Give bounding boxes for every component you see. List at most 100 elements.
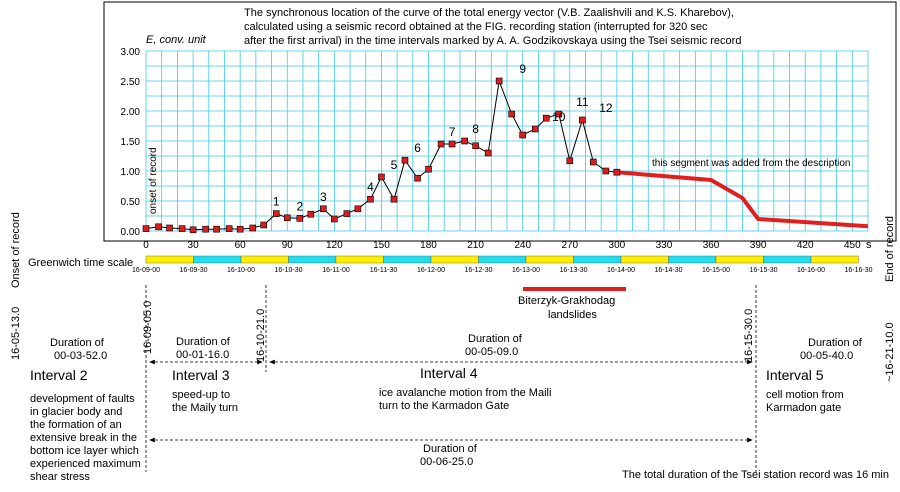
landslide-label-line-1: Biterzyk-Grakhodag <box>518 295 615 307</box>
peak-label: 2 <box>296 199 303 213</box>
x-tick-label: 150 <box>373 240 390 251</box>
peak-label: 11 <box>576 95 589 109</box>
data-point-marker <box>343 210 351 217</box>
chart-border <box>103 1 897 242</box>
onset-of-record-vertical-label: onset of record <box>148 147 159 214</box>
interval-description-line: speed-up to <box>172 389 230 401</box>
data-point-marker <box>390 195 398 203</box>
time-scale-tick-label: 16-11-00 <box>322 267 350 274</box>
time-scale-tick-label: 16-12-30 <box>464 267 492 274</box>
interval-5-duration-line-2: 00-05-40.0 <box>800 350 853 362</box>
x-tick-label: 390 <box>750 240 767 251</box>
time-scale-tick-label: 16-14-00 <box>607 267 635 274</box>
peak-label: 8 <box>472 122 479 136</box>
interval-3-duration-line-2: 00-01-16.0 <box>176 349 229 361</box>
plot-markers <box>142 77 621 234</box>
x-tick-label: 420 <box>797 240 814 251</box>
added-segment-line <box>616 170 869 229</box>
peak-label: 1 <box>273 195 280 209</box>
chart-title-line-3: after the first arrival) in the time int… <box>244 35 741 47</box>
peak-label: 5 <box>391 158 398 172</box>
data-point-marker <box>414 174 421 182</box>
data-point-marker <box>461 137 468 145</box>
time-scale-segment <box>573 255 622 264</box>
y-tick-label: 0.00 <box>121 227 141 238</box>
data-point-marker <box>249 224 257 232</box>
x-tick-label: 360 <box>703 240 720 251</box>
data-point-marker <box>555 110 563 118</box>
interval-description-line: the formation of an <box>30 419 122 431</box>
data-point-marker <box>508 110 516 118</box>
peak-label: 7 <box>449 125 456 139</box>
interval-description-line: Karmadon gate <box>766 402 841 414</box>
x-tick-label: 300 <box>609 240 626 251</box>
grid <box>145 50 869 232</box>
time-scale-segment <box>288 255 337 264</box>
footer-note: The total duration of the Tsei station r… <box>622 469 889 481</box>
interval-2-duration-line-2: 00-03-52.0 <box>54 350 107 362</box>
peak-label: 12 <box>599 101 613 115</box>
data-point-marker <box>519 131 526 139</box>
data-point-marker <box>202 225 209 233</box>
data-point-marker <box>495 77 503 85</box>
data-point-marker <box>484 149 492 157</box>
time-scale-segment <box>478 255 527 264</box>
data-point-marker <box>320 205 327 213</box>
total-duration-line-1: Duration of <box>423 443 478 455</box>
time-mark-interval-4-start: 16-10-21.0 <box>255 309 267 362</box>
time-scale-tick-label: 16-16-00 <box>797 267 825 274</box>
peak-label: 3 <box>320 190 327 204</box>
interval-2-duration-line-1: Duration of <box>50 337 105 349</box>
y-tick-labels: 0.00 0.50 1.00 1.50 2.00 2.50 3.00 <box>121 47 141 238</box>
x-tick-label: 180 <box>420 240 437 251</box>
time-scale-segment <box>763 255 812 264</box>
data-point-marker <box>354 205 362 213</box>
data-point-marker <box>283 214 291 222</box>
chart-title-line-2: calculated using a seismic record obtain… <box>244 21 708 33</box>
time-scale-tick-label: 16-12-00 <box>417 267 445 274</box>
data-point-marker <box>378 173 385 181</box>
x-tick-label: 30 <box>188 240 200 251</box>
data-point-marker <box>178 225 186 232</box>
time-scale-tick-label: 16-10-00 <box>227 267 255 274</box>
added-segment-note: this segment was added from the descript… <box>652 158 850 169</box>
time-scale-tick-label: 16-15-00 <box>702 267 730 274</box>
time-scale-bar: 16-09-00 16-09-30 16-10-00 16-10-30 16-11-00… <box>132 255 873 274</box>
x-tick-label: 450 <box>844 240 861 251</box>
data-point-marker <box>472 142 479 150</box>
x-tick-label: 210 <box>467 240 484 251</box>
interval-4-duration-line-1: Duration of <box>468 333 523 345</box>
landslide-bar <box>523 287 626 291</box>
data-point-marker <box>437 140 445 148</box>
data-point-marker <box>425 165 432 173</box>
time-scale-tick-label: 16-14-30 <box>654 267 682 274</box>
y-tick-label: 2.00 <box>121 107 141 118</box>
x-tick-label: 90 <box>282 240 294 251</box>
landslide-label-line-2: landslides <box>548 309 597 321</box>
interval-description-line: development of faults <box>30 393 135 405</box>
time-scale-tick-label: 16-16-30 <box>844 267 872 274</box>
time-scale-tick-label: 16-15-30 <box>749 267 777 274</box>
data-point-marker <box>602 167 610 175</box>
interval-5-duration-line-1: Duration of <box>808 337 863 349</box>
time-mark-end: ~16-21-10.0 <box>884 322 896 382</box>
y-axis-label: E, conv. unit <box>146 34 207 46</box>
x-tick-label: 330 <box>656 240 673 251</box>
end-of-record-side-label: End of record <box>884 216 896 282</box>
y-tick-label: 2.50 <box>121 77 141 88</box>
interval-3-title: Interval 3 <box>172 367 230 383</box>
data-point-marker <box>166 224 173 232</box>
data-point-marker <box>331 215 338 223</box>
data-point-marker <box>613 168 621 176</box>
data-point-marker <box>307 210 315 218</box>
y-tick-label: 1.00 <box>121 167 141 178</box>
data-point-marker <box>296 215 304 222</box>
time-scale-tick-label: 16-10-30 <box>274 267 302 274</box>
data-point-marker <box>189 226 197 234</box>
data-point-marker <box>542 114 550 122</box>
time-scale-segment <box>620 255 669 264</box>
